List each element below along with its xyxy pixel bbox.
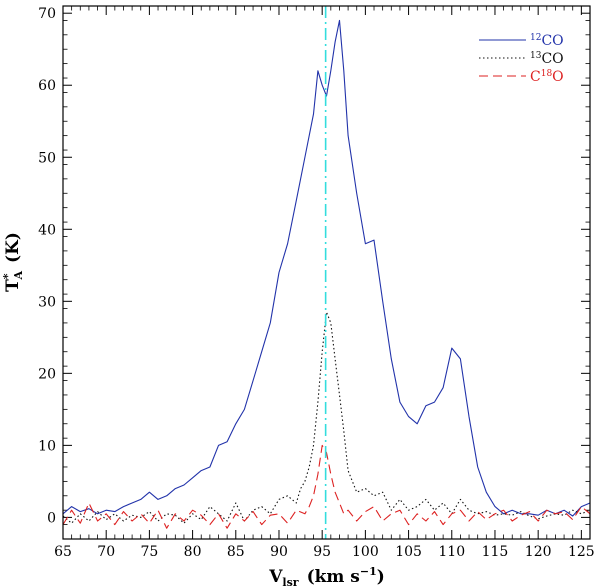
y-label-main: T [3, 279, 23, 292]
y-label-sup: * [1, 273, 14, 279]
legend-label-12co: 12CO [530, 33, 564, 49]
x-axis-label: Vlsr (km s−1) [268, 565, 385, 587]
x-tick-label: 105 [395, 544, 422, 560]
series-c18o-line [62, 444, 591, 529]
x-tick-label: 125 [568, 544, 595, 560]
y-tick-label: 30 [38, 294, 56, 310]
x-label-sub: lsr [282, 576, 298, 587]
legend-label-c18o: C18O [530, 69, 564, 85]
x-label-close: ) [377, 567, 385, 587]
x-tick-label: 110 [438, 544, 465, 560]
series-13co-line [62, 311, 591, 524]
y-label-sub: A [12, 271, 25, 281]
series-12co-line [62, 19, 591, 517]
y-axis-label: T*A (K) [1, 232, 25, 292]
y-tick-label: 0 [47, 510, 56, 526]
y-label-units: (K) [3, 232, 23, 263]
x-tick-label: 115 [482, 544, 509, 560]
tick-labels: 65 70 75 80 85 90 95 100 105 110 115 120 125 0 10 20 30 4… [38, 6, 595, 560]
x-tick-label: 70 [97, 544, 115, 560]
y-tick-label: 70 [38, 6, 56, 22]
legend: 12CO 13CO C18O [479, 33, 564, 85]
y-tick-label: 40 [38, 222, 56, 238]
y-tick-label: 20 [38, 366, 56, 382]
x-tick-label: 100 [352, 544, 379, 560]
x-tick-label: 90 [270, 544, 288, 560]
y-tick-label: 10 [38, 438, 56, 454]
x-tick-label: 80 [184, 544, 202, 560]
y-tick-label: 60 [38, 78, 56, 94]
x-tick-label: 75 [140, 544, 158, 560]
x-tick-label: 95 [313, 544, 331, 560]
x-tick-label: 85 [227, 544, 245, 560]
x-tick-label: 120 [525, 544, 552, 560]
x-tick-label: 65 [54, 544, 72, 560]
plot-frame [62, 5, 591, 540]
x-label-units: (km s [307, 567, 360, 587]
legend-label-13co: 13CO [530, 51, 564, 67]
x-label-exp: −1 [360, 565, 377, 578]
x-label-main: V [268, 567, 283, 587]
y-tick-label: 50 [38, 150, 56, 166]
series-layer [62, 19, 591, 529]
axis-ticks [62, 5, 591, 540]
